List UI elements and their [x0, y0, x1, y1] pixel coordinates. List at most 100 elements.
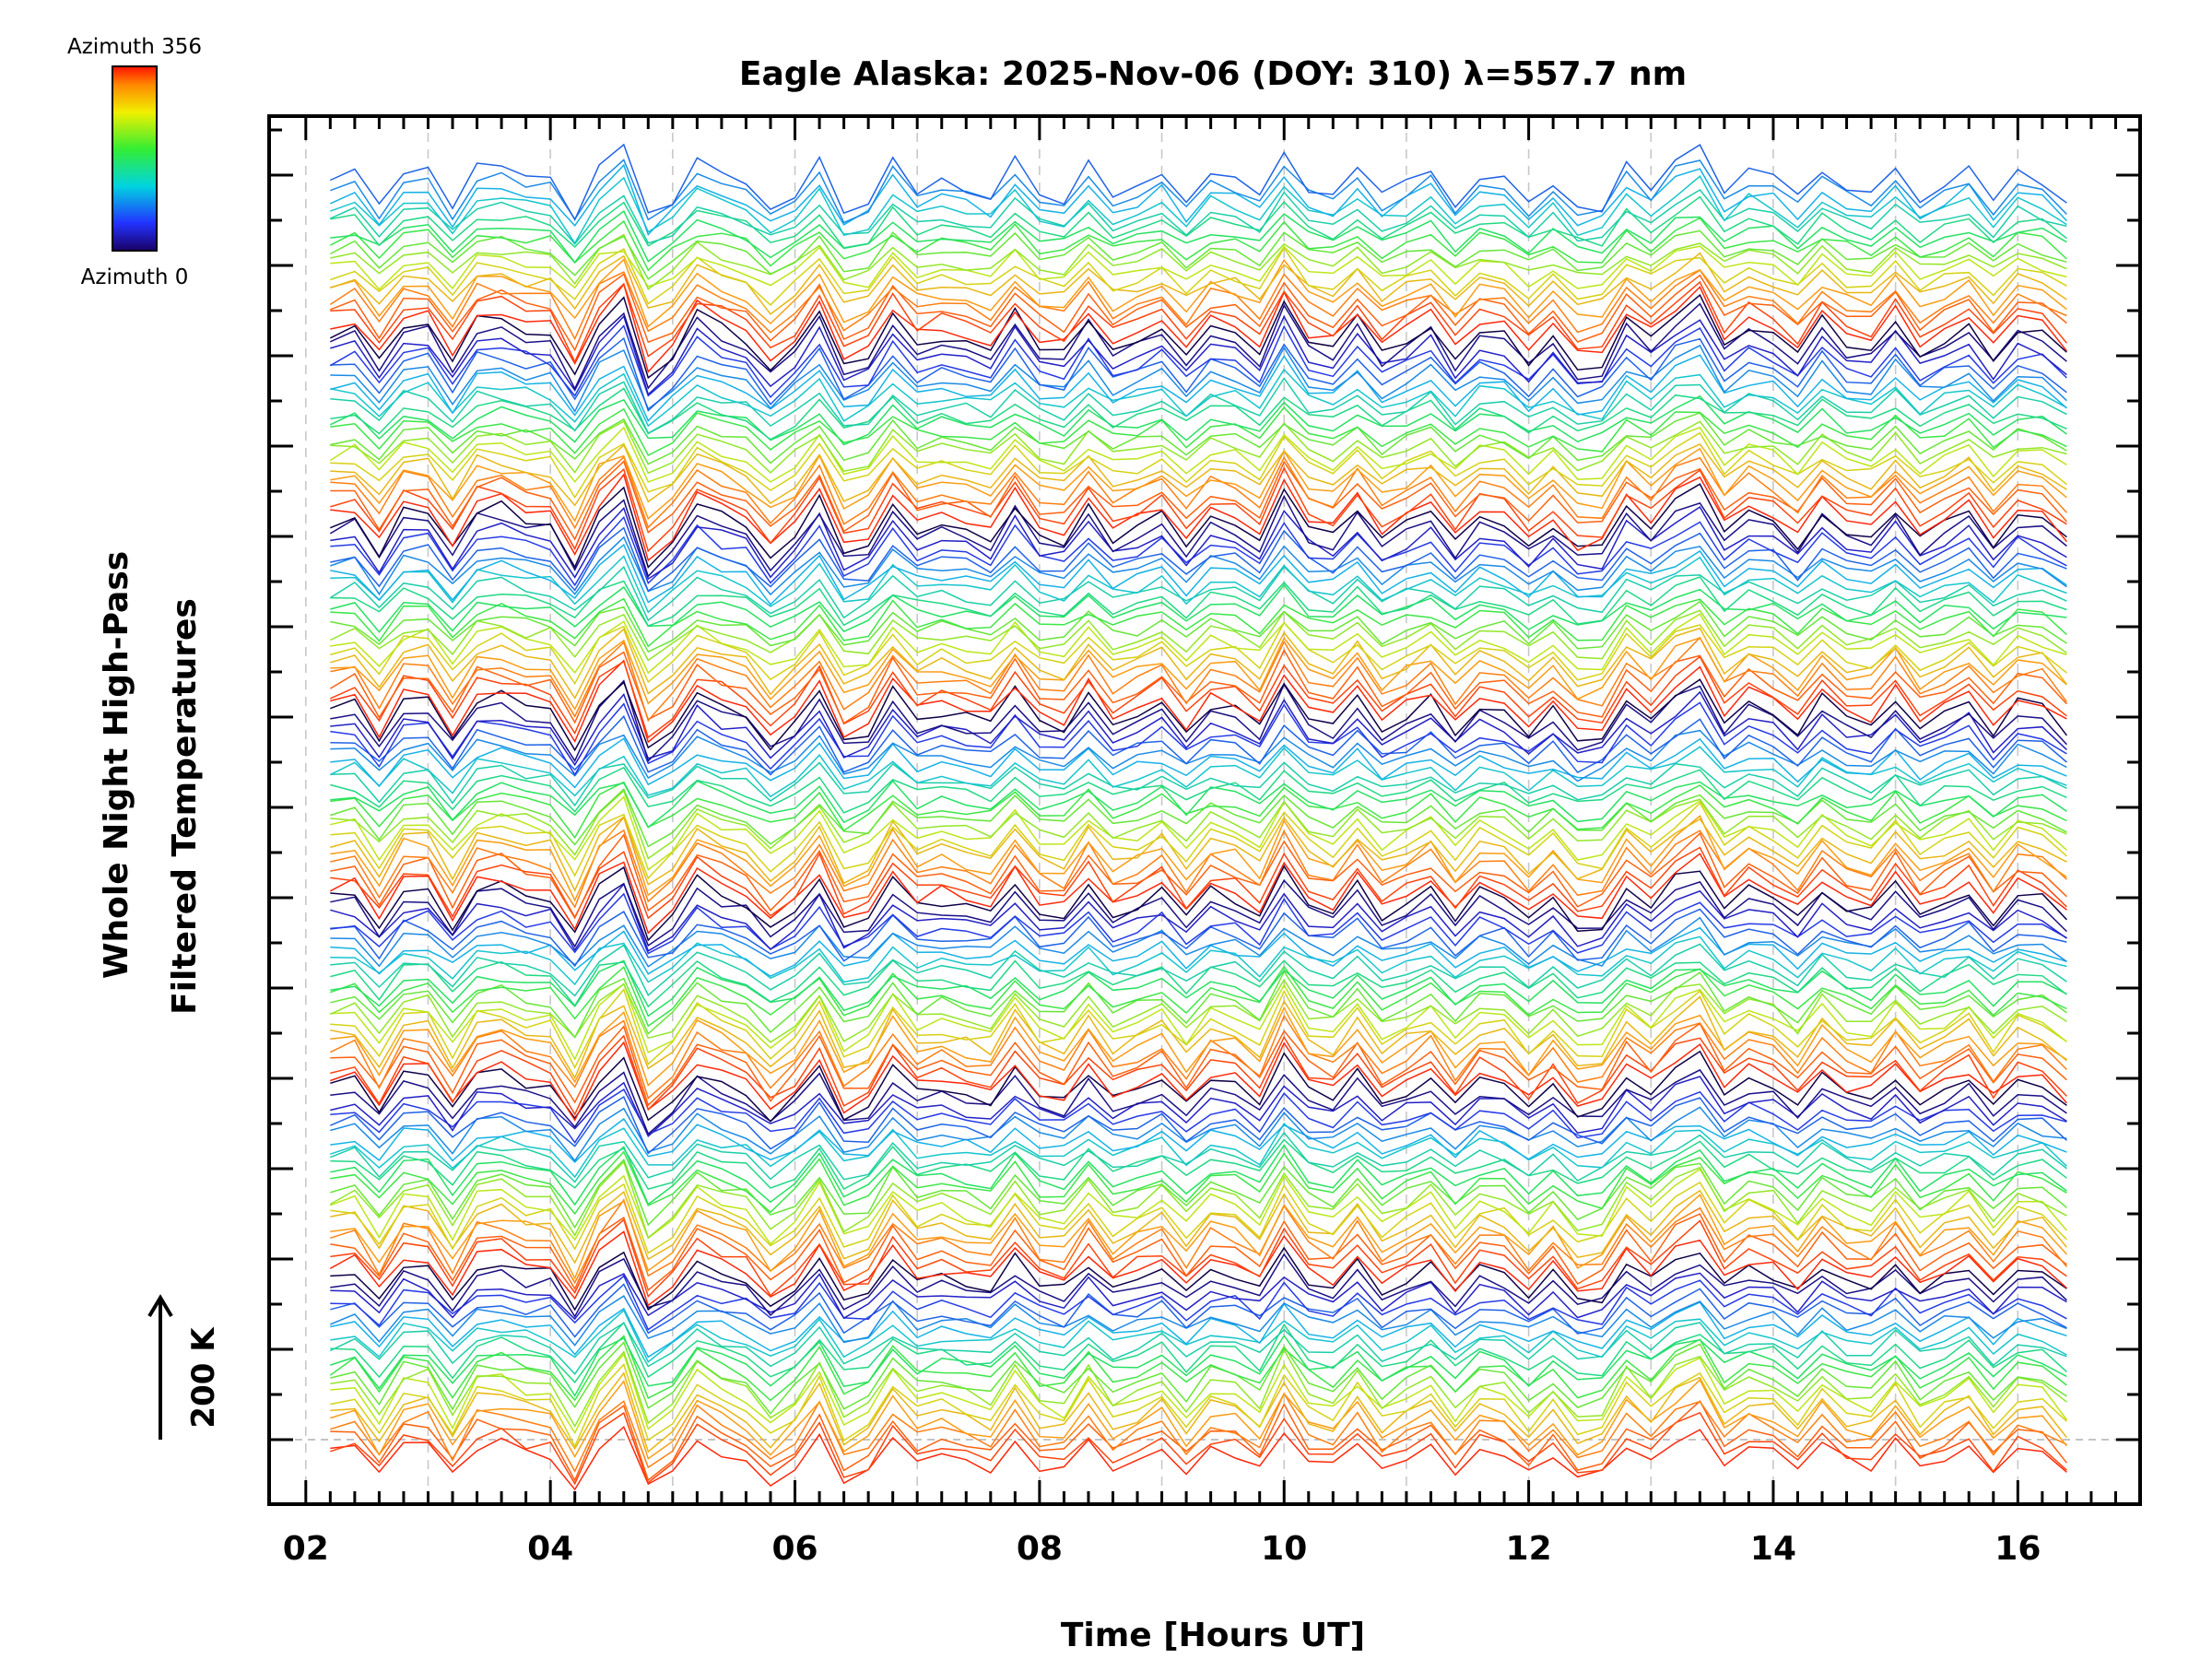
x-tick-label: 06	[771, 1530, 818, 1568]
series-line	[329, 494, 2067, 578]
series-line	[330, 829, 2067, 909]
series-line	[330, 555, 2067, 614]
series-line	[330, 1117, 2067, 1163]
series-line	[330, 982, 2067, 1061]
series-line	[330, 1181, 2067, 1254]
series-line	[330, 1411, 2067, 1486]
series-line	[330, 576, 2067, 628]
series-line	[330, 831, 2067, 920]
series-line	[330, 1168, 2067, 1245]
series-line	[330, 543, 2067, 606]
series-line	[330, 1088, 2067, 1145]
series-line	[330, 1425, 2067, 1491]
series-line	[330, 1213, 2067, 1291]
plot-frame	[267, 114, 2142, 1506]
series-line	[330, 483, 2067, 569]
series-line	[330, 865, 2067, 942]
series-line	[330, 377, 2067, 435]
series-line	[330, 473, 2067, 562]
series-line	[330, 354, 2067, 422]
series-line	[330, 597, 2067, 648]
series-line	[330, 916, 2067, 968]
series-line	[330, 878, 2067, 948]
series-line	[330, 701, 2067, 776]
series-line	[330, 1295, 2067, 1347]
series-line	[330, 368, 2067, 428]
scale-arrow	[147, 1294, 173, 1440]
series-line	[329, 853, 2067, 935]
series-line	[330, 935, 2067, 986]
series-line	[330, 988, 2067, 1069]
series-line	[330, 526, 2067, 593]
series-line	[330, 583, 2067, 633]
series-line	[330, 1253, 2067, 1318]
series-line	[329, 1335, 2067, 1402]
colorbar-bottom-label: Azimuth 0	[81, 265, 189, 289]
chart-title: Eagle Alaska: 2025-Nov-06 (DOY: 310) λ=5…	[739, 55, 1687, 93]
series-line	[330, 1283, 2067, 1338]
series-line	[330, 195, 2067, 249]
x-tick-label: 12	[1506, 1530, 1552, 1568]
series-line	[329, 655, 2067, 739]
series-line	[330, 795, 2067, 871]
series-line	[330, 1050, 2067, 1123]
series-line	[330, 455, 2067, 530]
x-tick-label: 10	[1261, 1530, 1307, 1568]
series-line	[330, 447, 2067, 523]
series-line	[330, 636, 2067, 712]
series-line	[330, 1006, 2067, 1087]
series-line	[329, 1230, 2067, 1307]
series-line	[330, 387, 2067, 441]
series-line	[330, 420, 2067, 475]
scale-label: 200 K	[185, 1326, 222, 1429]
series-line	[329, 143, 2067, 222]
series-line	[330, 970, 2067, 1039]
series-line	[329, 1014, 2067, 1100]
grid	[269, 116, 2140, 1504]
series-line	[329, 565, 2067, 622]
series-line	[330, 1392, 2067, 1473]
series-line	[329, 302, 2067, 391]
series-line	[330, 943, 2067, 997]
series-line	[330, 1189, 2067, 1265]
series-line	[330, 1352, 2068, 1435]
series-line	[329, 324, 2067, 399]
series-line	[330, 344, 2067, 413]
series-line	[330, 780, 2067, 829]
series-line	[329, 293, 2067, 380]
series-line	[330, 1341, 2067, 1415]
series-line	[330, 1378, 2067, 1460]
series-line	[330, 233, 2067, 290]
series-line	[330, 515, 2067, 587]
series-line	[330, 1076, 2067, 1137]
series-line	[329, 163, 2067, 236]
series-line	[330, 801, 2067, 880]
series-line	[330, 1068, 2067, 1135]
x-tick-label: 14	[1750, 1530, 1796, 1568]
x-tick-label: 08	[1017, 1530, 1063, 1568]
series-line	[330, 892, 2067, 955]
series-line	[330, 882, 2067, 952]
series-line	[330, 280, 2067, 364]
y-axis-label-line1: Whole Night High-Pass	[98, 551, 135, 979]
series-line	[330, 1159, 2067, 1230]
series-line	[330, 1334, 2067, 1397]
series-line	[330, 627, 2067, 700]
series-line	[330, 714, 2067, 776]
series-line	[330, 1131, 2067, 1183]
series-line	[330, 431, 2067, 500]
series-line	[330, 600, 2067, 653]
series-line	[329, 746, 2067, 798]
series-line	[330, 1371, 2067, 1453]
series-line	[330, 314, 2067, 396]
series-line	[329, 1322, 2067, 1375]
series-line	[330, 1246, 2067, 1312]
series-line	[330, 336, 2067, 412]
series-line	[330, 1309, 2067, 1363]
series-line	[330, 1106, 2067, 1162]
series-line	[330, 1218, 2067, 1299]
series-line	[330, 729, 2067, 782]
series-line	[330, 273, 2067, 352]
series-line	[330, 159, 2067, 224]
